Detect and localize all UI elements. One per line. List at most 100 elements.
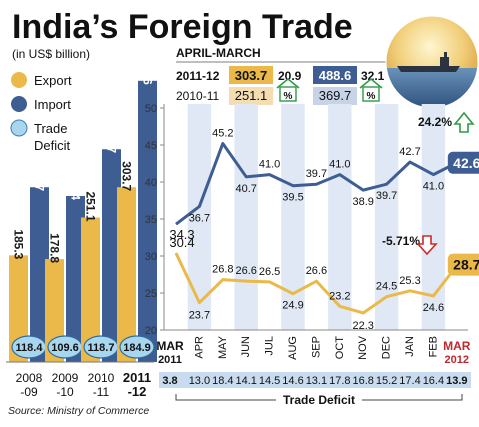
month-label: MAR	[443, 339, 471, 353]
summary-export-previous-box	[229, 87, 273, 105]
summary-period-current: 2011-12	[176, 69, 220, 83]
summary-import-current-box	[313, 66, 357, 84]
export-point-label: 26.5	[259, 266, 280, 278]
export-point-label: 24.5	[376, 281, 397, 293]
legend-deficit-swatch	[10, 119, 28, 137]
month-band	[234, 104, 258, 330]
month-label: DEC	[381, 336, 393, 359]
month-band	[328, 104, 352, 330]
deficit-strip	[159, 372, 471, 388]
deficit-value: 17.8	[329, 375, 350, 387]
deficit-caption: Trade Deficit	[283, 393, 355, 407]
month-band	[187, 104, 212, 330]
export-bar-label: 303.7	[120, 161, 134, 191]
export-bar	[117, 187, 136, 362]
export-growth-up-arrow-icon: %	[276, 77, 300, 102]
import-point-label: 38.9	[352, 196, 373, 208]
y-tick-label: 30	[145, 251, 157, 263]
deficit-value: 13.0	[189, 375, 210, 387]
month-band	[374, 104, 399, 330]
export-bar-label: 185.3	[12, 229, 26, 259]
import-point-label: 41.0	[329, 159, 350, 171]
month-label: JUN	[240, 336, 252, 357]
deficit-value: 14.6	[282, 375, 303, 387]
page-title: India’s Foreign Trade	[12, 8, 353, 46]
cargo-ship-photo	[385, 15, 479, 109]
month-band	[281, 104, 305, 330]
year-label-suffix: -11	[93, 385, 110, 399]
svg-text:%: %	[284, 91, 293, 102]
summary-import-previous: 369.7	[319, 88, 352, 103]
deficit-value: 15.2	[376, 375, 397, 387]
export-point-label: 24.6	[423, 302, 444, 314]
import-point-label: 39.7	[376, 190, 397, 202]
import-bar-label: 288.4	[69, 170, 83, 200]
year-label-suffix: -10	[56, 385, 74, 399]
y-tick-label: 20	[145, 325, 157, 337]
month-band	[421, 104, 446, 330]
deficit-label: 109.6	[51, 342, 79, 354]
export-bar-label: 178.8	[48, 233, 62, 263]
deficit-label: 118.7	[88, 342, 115, 354]
import-point-label: 40.7	[235, 183, 256, 195]
legend-import-label: Import	[34, 97, 71, 112]
legend-deficit-label-2: Deficit	[34, 138, 71, 153]
import-point-label: 42.7	[399, 146, 420, 158]
import-point-label: 34.3	[169, 227, 194, 242]
summary-export-current: 303.7	[235, 68, 268, 83]
svg-text:%: %	[367, 91, 376, 102]
legend-deficit-label-1: Trade	[34, 121, 67, 136]
summary-import-previous-box	[313, 87, 357, 105]
export-growth-down-arrow-icon	[416, 235, 438, 256]
deficit-label: 184.9	[123, 342, 151, 354]
deficit-value: 14.5	[259, 375, 280, 387]
import-bar-label: 488.6	[141, 55, 155, 85]
month-label: JAN	[404, 336, 416, 357]
import-growth-up-arrow-icon	[453, 111, 475, 133]
month-label: SEP	[310, 336, 322, 358]
import-bar	[102, 149, 121, 362]
import-point-label: 36.7	[189, 212, 210, 224]
year-label: 2010	[88, 371, 115, 385]
import-bar	[138, 80, 157, 362]
legend-export-swatch	[11, 72, 27, 88]
import-point-label: 41.0	[423, 181, 444, 193]
summary-header: APRIL-MARCH	[176, 46, 261, 60]
summary-export-growth: 20.9	[278, 69, 302, 83]
y-tick-label: 50	[145, 103, 157, 115]
import-latest-box	[447, 151, 479, 174]
y-tick-label: 35	[145, 214, 157, 226]
import-point-label: 39.5	[282, 192, 303, 204]
import-bar-label: 303.7	[33, 161, 47, 191]
export-point-label: 22.3	[352, 320, 373, 332]
import-latest-label: 42.6	[453, 155, 479, 171]
y-tick-label: 45	[145, 140, 157, 152]
summary-panel: APRIL-MARCH 2011-12 303.7 20.9 488.6 32.…	[176, 46, 388, 105]
export-latest-box	[447, 253, 479, 276]
legend-export-label: Export	[34, 73, 72, 88]
export-bar-label: 251.1	[84, 191, 98, 221]
export-point-label: 26.6	[235, 265, 256, 277]
deficit-value: 14.1	[235, 375, 256, 387]
summary-import-current: 488.6	[319, 68, 352, 83]
month-label-year: 2011	[158, 354, 182, 366]
month-label: OCT	[334, 336, 346, 360]
deficit-value: 13.9	[446, 375, 467, 387]
year-label-suffix: -12	[128, 384, 147, 399]
import-bar-label: 369.7	[105, 123, 119, 153]
import-growth-up-arrow-icon: %	[359, 77, 383, 102]
legend: Export Import Trade Deficit	[10, 72, 72, 153]
export-line	[174, 252, 458, 315]
import-point-label: 45.2	[212, 128, 233, 140]
deficit-value: 16.4	[423, 375, 444, 387]
month-label: JUL	[264, 336, 276, 356]
export-point-label: 30.4	[169, 235, 194, 250]
month-label: AUG	[287, 336, 299, 360]
export-latest-label: 28.7	[453, 257, 479, 273]
month-label: APR	[193, 336, 205, 359]
deficit-value: 18.4	[212, 375, 233, 387]
month-label: MAY	[217, 335, 229, 359]
deficit-value: 3.8	[162, 375, 177, 387]
